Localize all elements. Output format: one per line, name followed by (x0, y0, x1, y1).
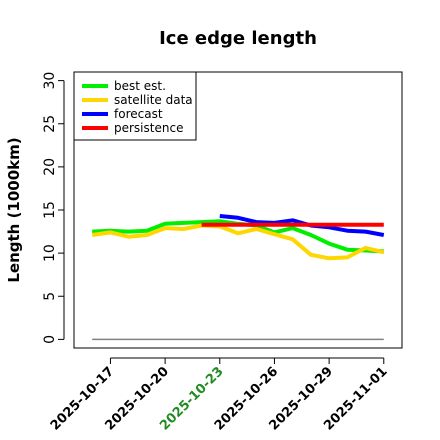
legend-label: persistence (114, 121, 183, 135)
series-layer (91, 214, 385, 261)
y-tick-label: 30 (42, 72, 58, 90)
x-axis: 2025-10-172025-10-202025-10-232025-10-26… (48, 357, 391, 434)
legend-label: satellite data (114, 93, 193, 107)
plot-frame (73, 71, 403, 349)
series-line-1 (91, 223, 385, 261)
y-tick-label: 20 (42, 158, 58, 176)
chart-title: Ice edge length (159, 28, 317, 49)
y-tick-label: 0 (42, 335, 58, 344)
y-tick-label: 25 (42, 115, 58, 133)
legend-label: best est. (114, 79, 166, 93)
y-axis-label: Length (1000km) (5, 137, 23, 282)
plot-area (73, 71, 403, 349)
y-tick-label: 10 (42, 244, 58, 262)
y-tick-label: 15 (42, 201, 58, 219)
y-axis: 0 5 10 15 20 25 30 (42, 72, 65, 344)
legend: best est.satellite dataforecastpersisten… (73, 71, 197, 141)
legend-label: forecast (114, 107, 163, 121)
y-tick-label: 5 (42, 292, 58, 301)
